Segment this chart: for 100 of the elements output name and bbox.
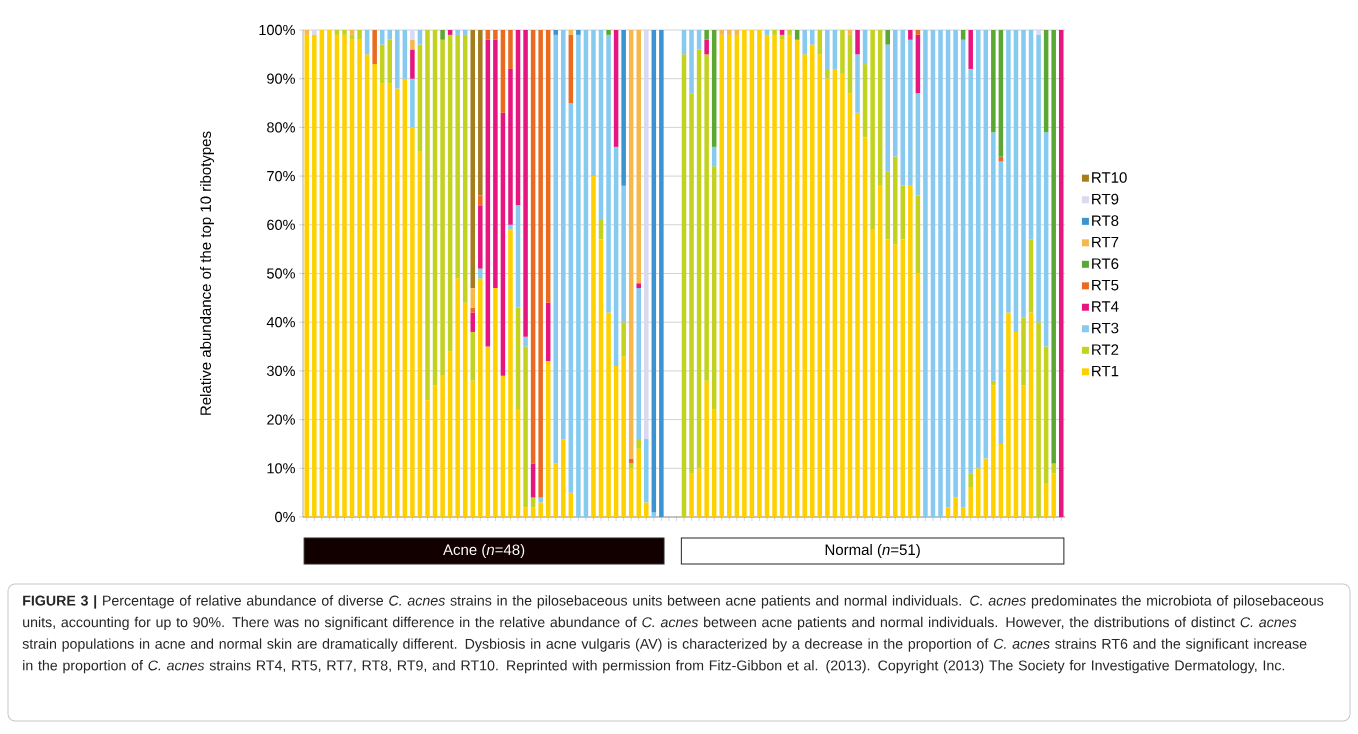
bar bbox=[470, 307, 476, 313]
bar bbox=[644, 29, 649, 440]
bar bbox=[953, 497, 958, 517]
y-tick-label: 60% bbox=[267, 219, 295, 230]
bar bbox=[1051, 463, 1056, 474]
bar bbox=[991, 29, 996, 133]
bar bbox=[764, 29, 770, 35]
bar bbox=[1021, 317, 1026, 386]
bar bbox=[825, 68, 830, 79]
bar bbox=[704, 39, 709, 55]
y-tick-label: 40% bbox=[266, 317, 295, 328]
bar bbox=[621, 356, 626, 517]
bar bbox=[327, 29, 332, 517]
bar bbox=[968, 487, 973, 517]
bar bbox=[810, 29, 815, 45]
bar bbox=[478, 205, 483, 269]
bar bbox=[395, 29, 400, 89]
y-tick-label: 10% bbox=[267, 463, 295, 474]
bar bbox=[440, 29, 445, 40]
bar bbox=[440, 39, 445, 376]
bar bbox=[470, 312, 476, 332]
bar bbox=[561, 439, 566, 517]
bar bbox=[719, 29, 724, 35]
bar bbox=[523, 346, 528, 508]
bar bbox=[772, 29, 777, 35]
bar bbox=[885, 239, 890, 517]
bar bbox=[478, 268, 483, 279]
bar bbox=[455, 34, 460, 279]
legend-label: RT6 bbox=[1092, 258, 1119, 269]
bar bbox=[885, 29, 890, 45]
bar bbox=[538, 502, 543, 517]
legend-label: RT10 bbox=[1092, 172, 1127, 183]
bar bbox=[975, 29, 981, 469]
bar bbox=[349, 34, 355, 40]
bar bbox=[734, 29, 740, 35]
bar bbox=[410, 49, 415, 79]
bar bbox=[757, 29, 762, 517]
text: Acne (n=48) bbox=[443, 544, 525, 558]
bar bbox=[349, 29, 355, 35]
bar bbox=[410, 29, 415, 40]
bar bbox=[1006, 29, 1011, 313]
bar bbox=[372, 64, 377, 517]
bar bbox=[470, 380, 476, 517]
y-tick-label: 50% bbox=[267, 268, 295, 279]
bar bbox=[1006, 312, 1011, 517]
bar bbox=[1051, 473, 1056, 517]
bar bbox=[908, 39, 913, 186]
bar bbox=[885, 44, 890, 172]
bar bbox=[470, 29, 476, 289]
text: FIGURE 3 | Percentage of relative abundance of diverse C. acnes strains in the pilosebaceous units between acne patients and normal individuals. C. acnes predominates the microbiota of pilosebaceous units, accounting for up to 90%. There was no significant difference in the relative abundance of C. acnes between acne patients and normal individuals. However, the distributions of distinct C. acnes strain populations in acne and normal skin are dramatically different. Dysbiosis in acne vulgaris (AV) is characterized by a decrease in the proportion of C. acnes strains RT6 and the significant increase in the proportion of C. acnes strains RT4, RT5, RT7, RT8, RT9, and RT10. Reprinted with permission from Fitz-Gibbon et al. (2013). Copyright (2013) The Society for Investigative Dermatology, Inc. bbox=[22, 595, 1324, 674]
bar bbox=[606, 29, 611, 35]
bar bbox=[478, 278, 483, 517]
bar bbox=[636, 448, 641, 517]
bar bbox=[440, 375, 445, 517]
bar bbox=[908, 29, 913, 40]
bar bbox=[991, 132, 996, 381]
bar bbox=[779, 34, 785, 40]
bar bbox=[591, 176, 596, 517]
bar bbox=[885, 171, 890, 240]
bar bbox=[485, 29, 491, 40]
bar bbox=[447, 29, 453, 35]
bar bbox=[553, 29, 559, 35]
legend-label: RT7 bbox=[1092, 236, 1119, 248]
bar bbox=[304, 29, 310, 35]
bar bbox=[636, 283, 641, 289]
bar bbox=[945, 507, 951, 517]
legend-label: RT1 bbox=[1092, 365, 1119, 377]
bar bbox=[968, 473, 973, 488]
bar bbox=[493, 29, 498, 40]
bar bbox=[991, 380, 996, 386]
bar bbox=[576, 34, 581, 517]
bar bbox=[538, 29, 543, 498]
bar bbox=[787, 29, 792, 35]
bar bbox=[1036, 29, 1041, 35]
bar bbox=[493, 288, 498, 517]
bar bbox=[727, 34, 732, 517]
bar bbox=[357, 29, 362, 40]
bar bbox=[855, 112, 860, 517]
bar bbox=[991, 385, 996, 517]
bar bbox=[840, 73, 845, 517]
bar bbox=[689, 29, 694, 94]
bar bbox=[802, 29, 807, 55]
bar bbox=[892, 244, 898, 517]
bar bbox=[410, 39, 415, 50]
bar bbox=[553, 34, 559, 464]
bar bbox=[689, 93, 694, 474]
bar bbox=[568, 29, 574, 35]
bar bbox=[923, 29, 928, 517]
bar bbox=[561, 29, 566, 440]
bar bbox=[659, 29, 664, 517]
bar bbox=[410, 127, 415, 517]
bar bbox=[523, 507, 528, 517]
bar bbox=[478, 195, 483, 206]
bar bbox=[530, 463, 536, 498]
bar bbox=[628, 463, 634, 469]
bar bbox=[470, 331, 476, 381]
legend-label: RT2 bbox=[1092, 344, 1119, 355]
bar bbox=[470, 288, 476, 308]
bar bbox=[357, 39, 362, 517]
bar bbox=[591, 29, 596, 177]
